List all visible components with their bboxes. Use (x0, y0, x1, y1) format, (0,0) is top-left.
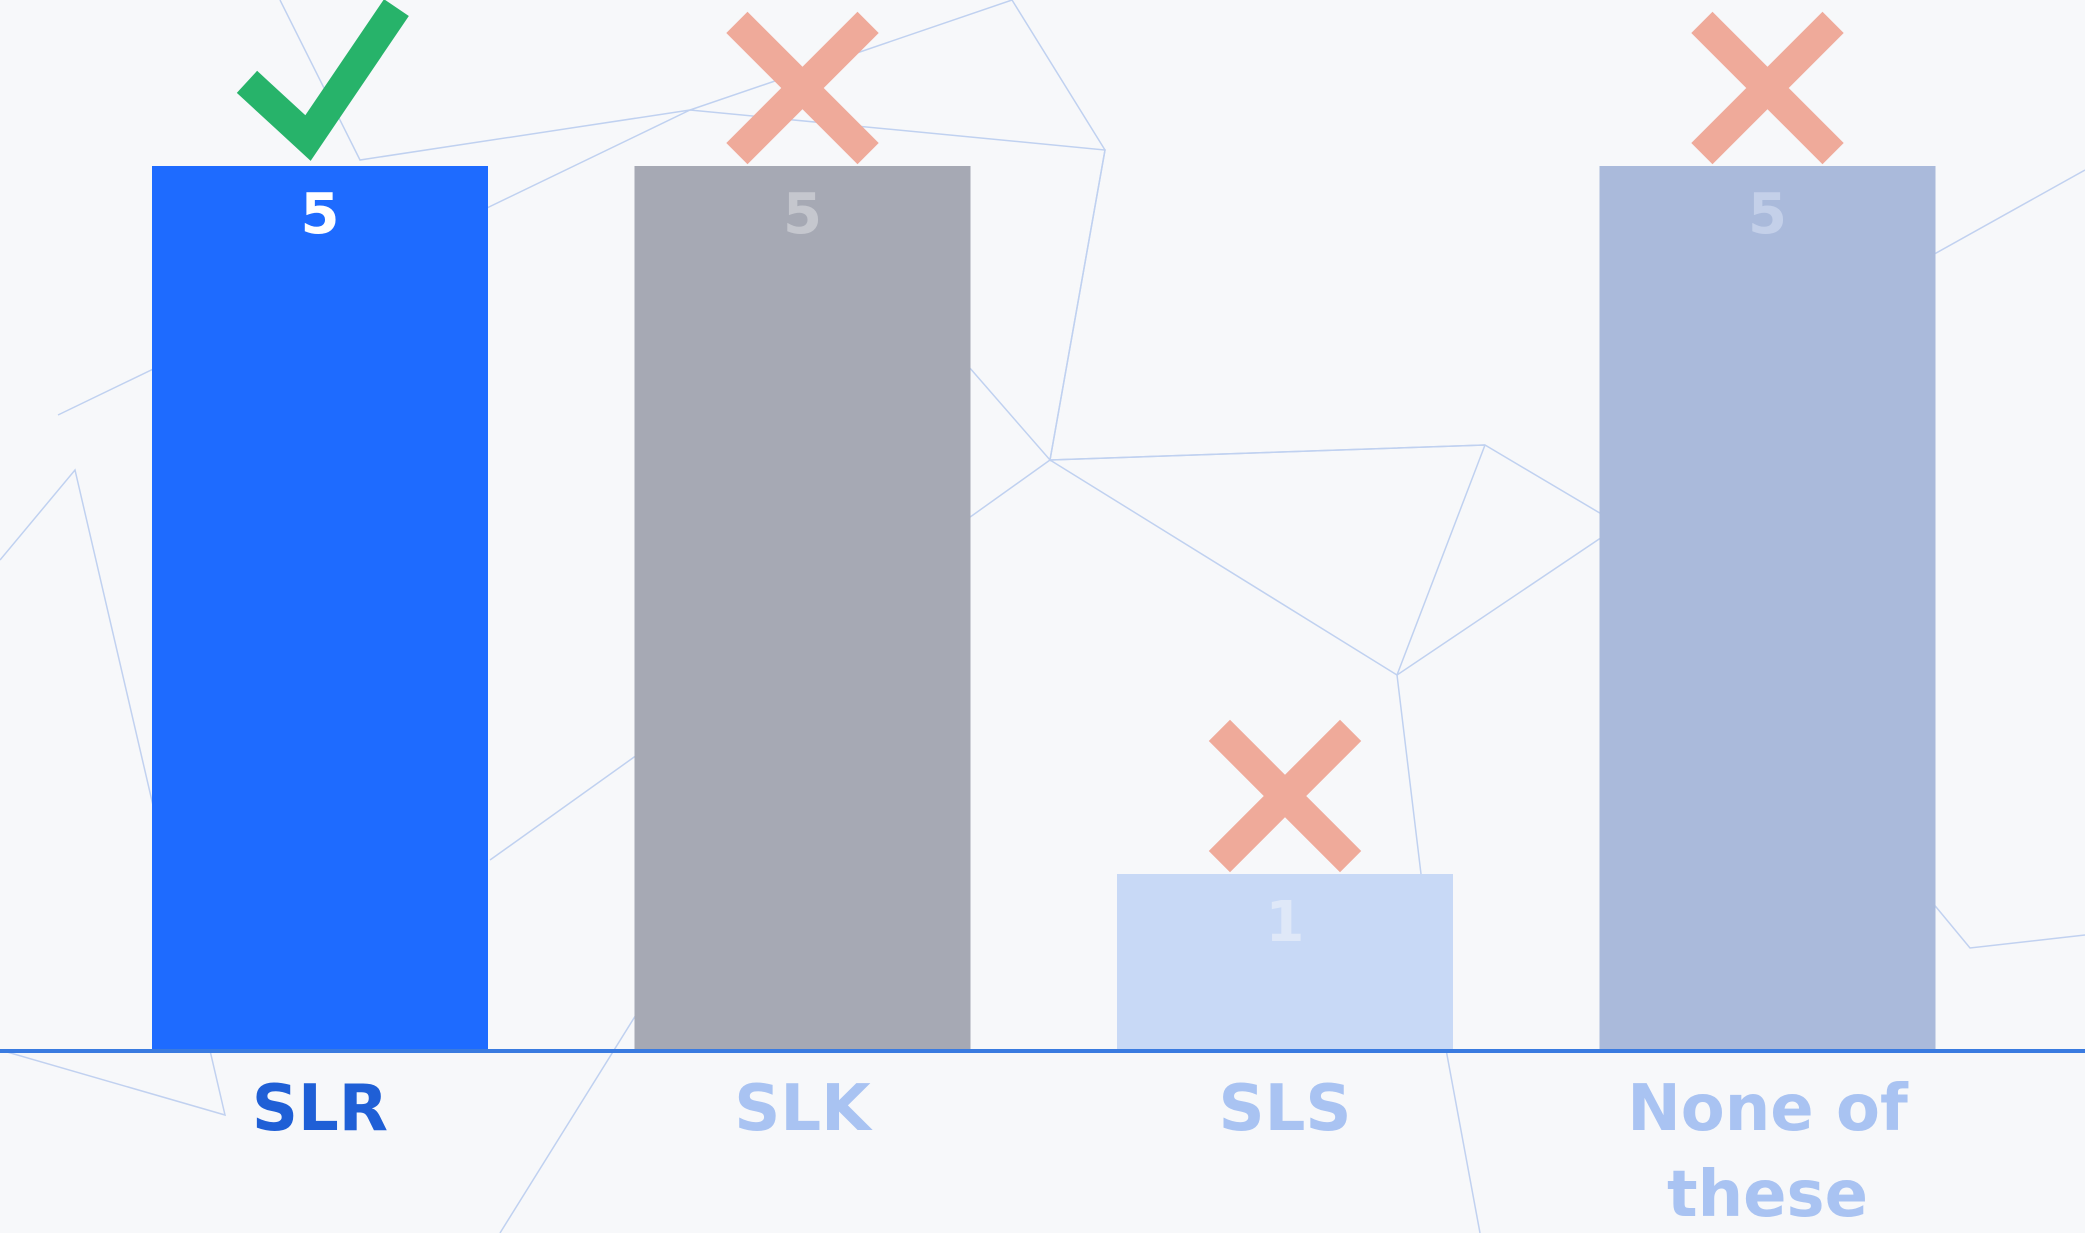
value-label: 5 (1748, 182, 1787, 247)
category-label: SLR (251, 1072, 389, 1146)
bar (1117, 874, 1453, 1051)
incorrect-icon (726, 11, 879, 165)
value-label: 5 (301, 182, 340, 247)
category-label: SLK (734, 1072, 871, 1146)
incorrect-icon (1208, 719, 1362, 873)
bar (634, 166, 971, 1051)
value-label: 5 (783, 182, 822, 247)
value-label: 1 (1266, 890, 1305, 955)
correct-icon (236, 0, 409, 161)
bar (152, 166, 488, 1051)
network-line (0, 444, 1486, 1233)
bar (1599, 166, 1936, 1051)
category-label: None of these (1627, 1072, 1908, 1232)
category-label: SLS (1218, 1072, 1352, 1146)
incorrect-icon (1691, 11, 1844, 165)
